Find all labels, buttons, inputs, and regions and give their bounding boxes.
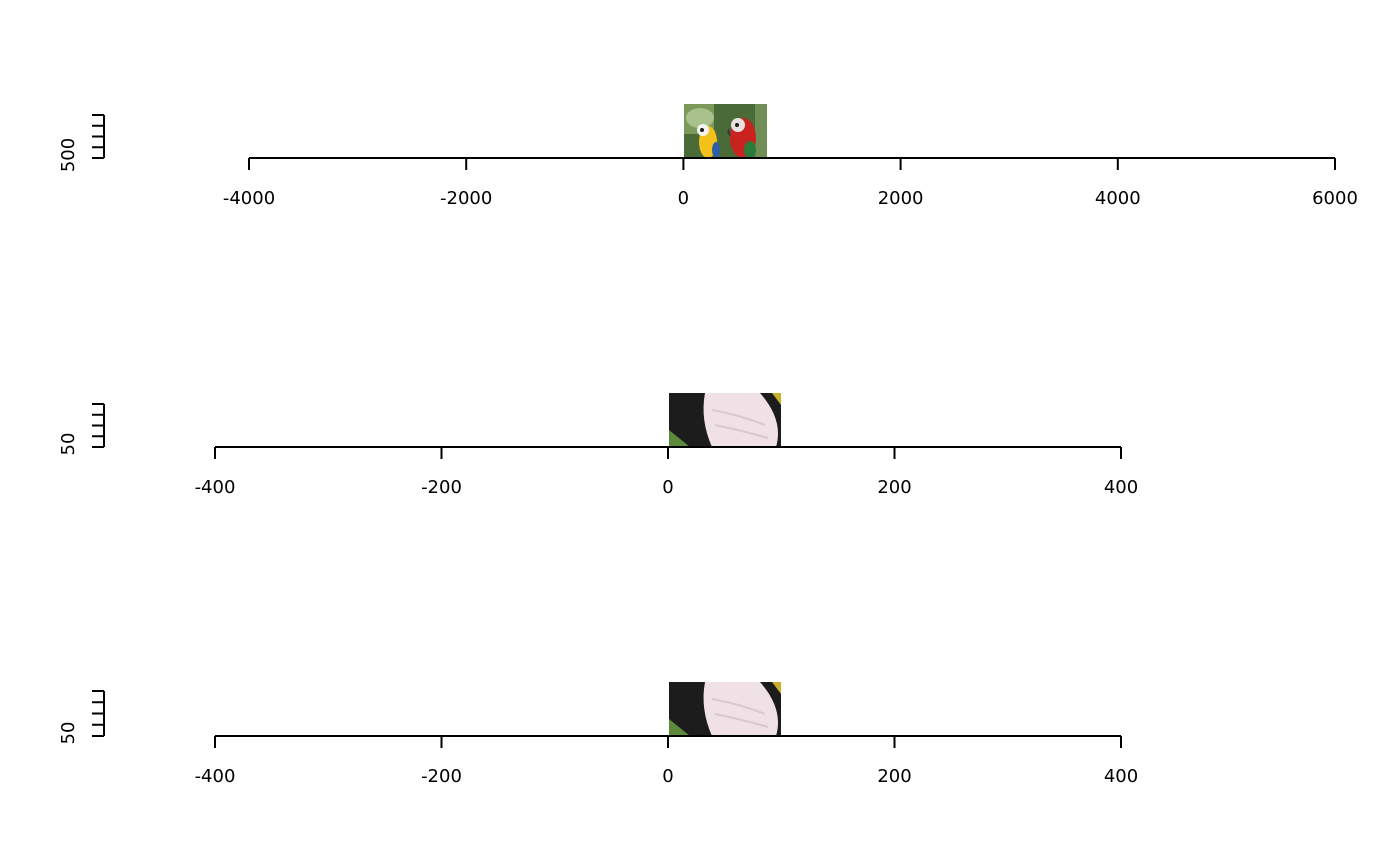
x-tick-label: 400 — [1104, 477, 1138, 498]
panel-1: 500 -4000 -2000 0 2000 4000 6000 — [58, 104, 1358, 209]
x-tick-label: 0 — [662, 766, 673, 787]
panel-2-image-feather — [669, 393, 781, 447]
x-tick-label: -200 — [421, 477, 462, 498]
x-tick-label: 200 — [877, 766, 911, 787]
panel-3-y-axis: 50 — [58, 690, 105, 745]
x-tick-label: 4000 — [1095, 188, 1141, 209]
y-tick-label: 50 — [58, 433, 79, 456]
panel-3-x-axis: -400 -200 0 200 400 — [195, 735, 1138, 787]
x-tick-label: 200 — [877, 477, 911, 498]
panel-1-y-axis: 500 — [58, 114, 105, 172]
panel-3: 50 -400 -200 0 200 400 — [58, 682, 1138, 787]
x-tick-label: 2000 — [878, 188, 924, 209]
y-tick-label: 500 — [58, 138, 79, 172]
x-tick-label: 6000 — [1312, 188, 1358, 209]
x-tick-label: -200 — [421, 766, 462, 787]
panel-1-x-axis: -4000 -2000 0 2000 4000 6000 — [223, 157, 1358, 209]
x-tick-label: -400 — [195, 477, 236, 498]
panel-2-x-axis: -400 -200 0 200 400 — [195, 446, 1138, 498]
x-tick-label: 0 — [662, 477, 673, 498]
panel-2: 50 -400 -200 0 200 400 — [58, 393, 1138, 498]
x-tick-label: -2000 — [440, 188, 492, 209]
x-tick-label: 400 — [1104, 766, 1138, 787]
y-tick-label: 50 — [58, 722, 79, 745]
x-tick-label: -4000 — [223, 188, 275, 209]
panel-1-image-parrots — [684, 104, 767, 158]
x-tick-label: 0 — [678, 188, 689, 209]
x-tick-label: -400 — [195, 766, 236, 787]
panel-3-image-feather — [669, 682, 781, 736]
panel-2-y-axis: 50 — [58, 403, 105, 456]
